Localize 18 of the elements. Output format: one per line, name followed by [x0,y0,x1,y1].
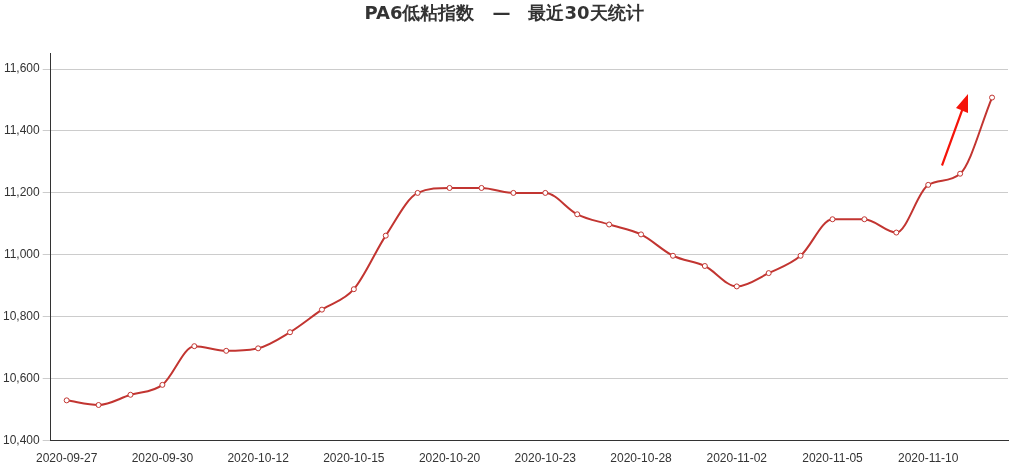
x-tick-label: 2020-11-02 [706,451,768,466]
y-tick-label: 10,600 [3,370,41,385]
y-tick-label: 10,400 [3,432,41,447]
x-tick-label: 2020-11-05 [802,451,864,466]
y-tick-label: 11,200 [3,185,41,200]
y-tick-label: 11,400 [3,123,41,138]
y-tick-label: 11,000 [3,247,41,262]
x-tick-label: 2020-10-28 [610,451,673,466]
y-tick-label: 10,800 [3,309,41,324]
y-tick-label: 11,600 [3,61,41,76]
x-tick-label: 2020-10-23 [514,451,577,466]
x-tick-label: 2020-10-12 [227,451,290,466]
chart-title: PA6低粘指数 — 最近30天统计 [364,2,644,24]
x-tick-label: 2020-11-10 [897,451,959,466]
x-tick-label: 2020-09-27 [35,451,98,466]
x-tick-label: 2020-10-20 [418,451,481,466]
x-tick-label: 2020-10-15 [323,451,385,466]
x-tick-label: 2020-09-30 [131,451,194,466]
